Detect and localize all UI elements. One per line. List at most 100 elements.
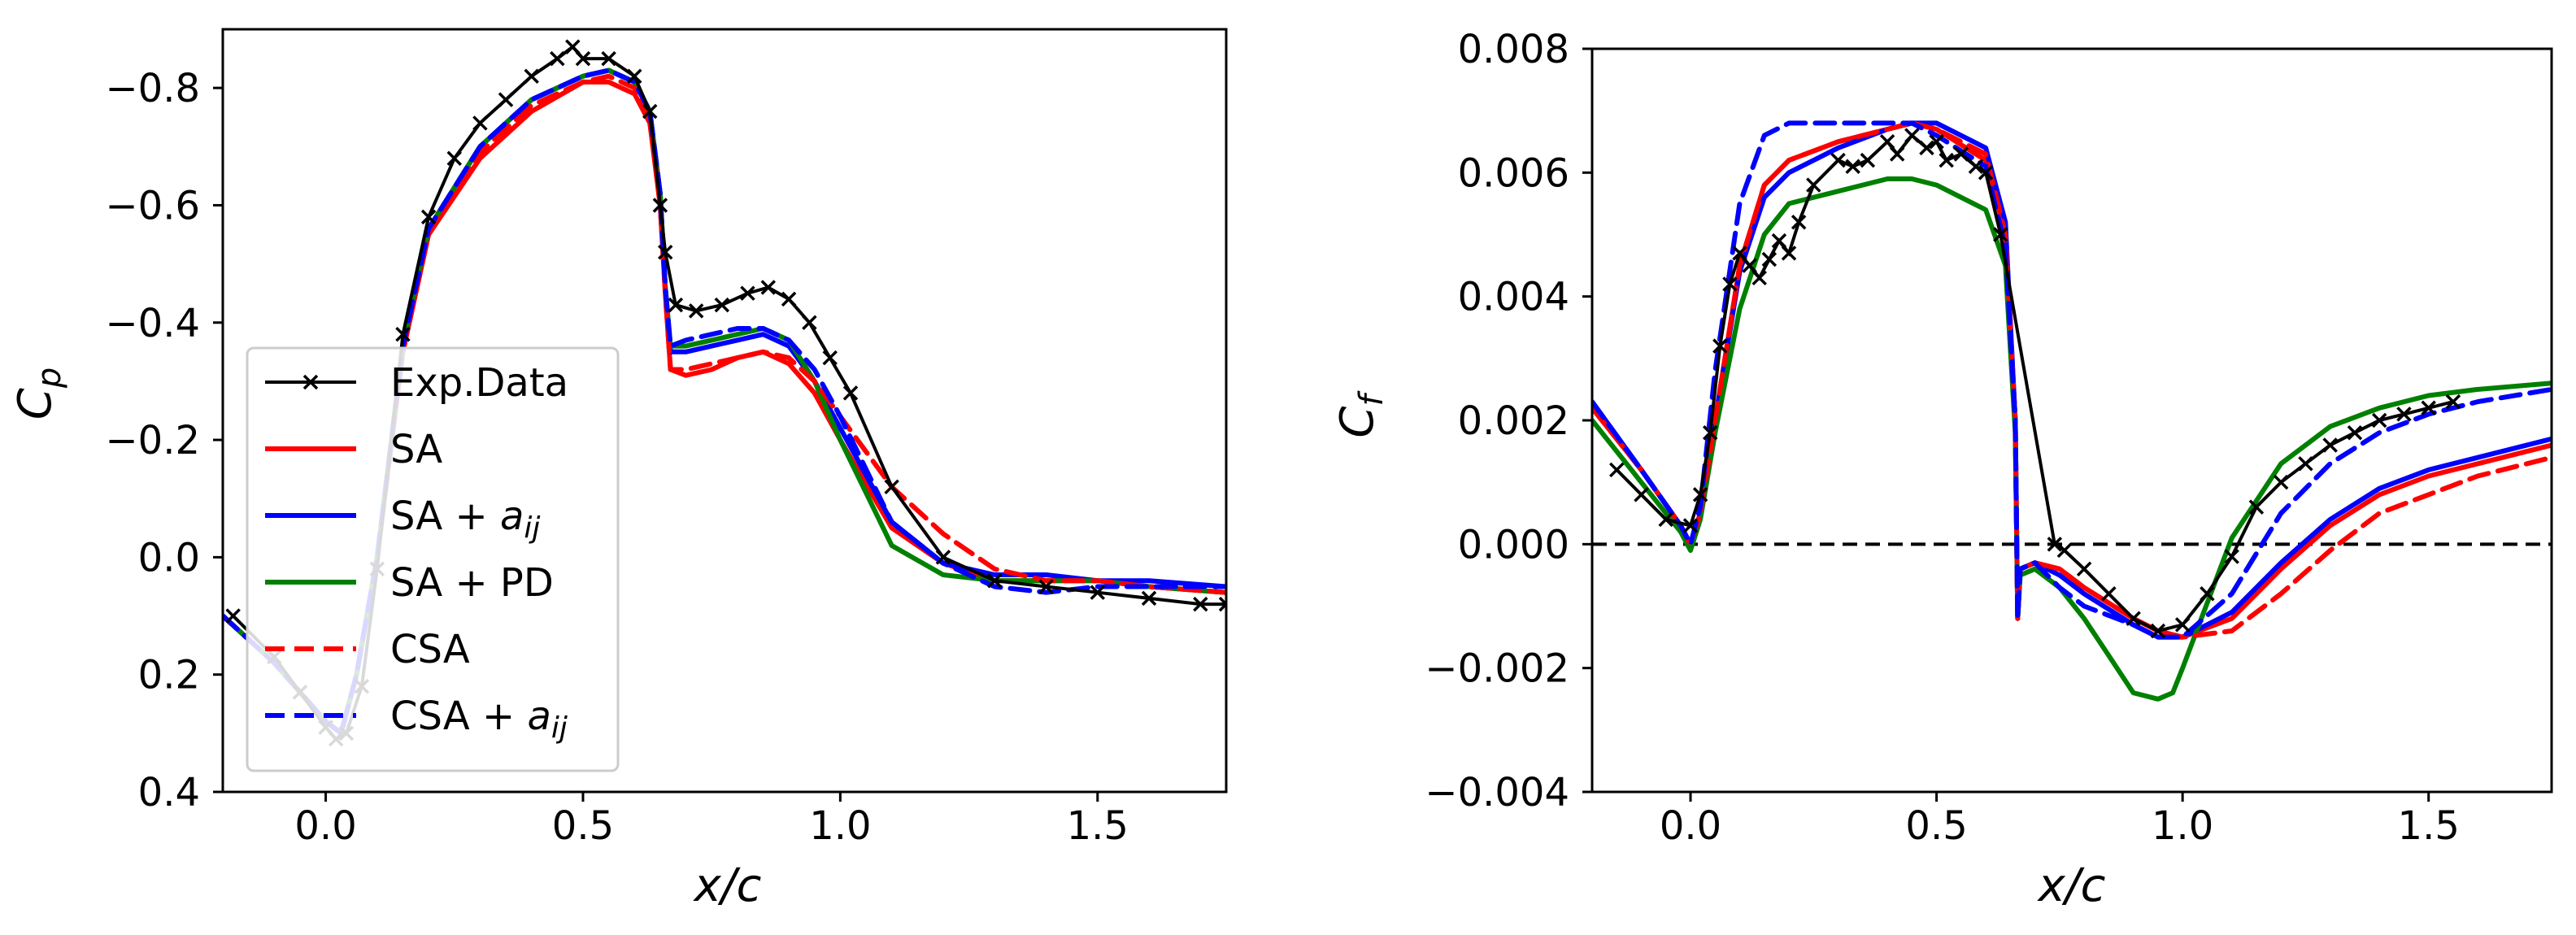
cf-series-exp-data-point — [1658, 511, 1674, 528]
cf-series-exp-data-point — [1993, 227, 2008, 242]
cf-series-exp-data-point — [1742, 258, 1757, 273]
cp-series-exp-data-point — [657, 244, 673, 260]
cp-series-exp-data-point — [781, 291, 797, 307]
legend-label: SA — [390, 427, 442, 472]
cp-series-exp-data-point — [627, 68, 642, 84]
cp-series-exp-data-point — [565, 39, 581, 54]
legend-label: Exp.Data — [390, 360, 568, 406]
cp-series-exp-data-point — [986, 573, 1003, 589]
legend-label-subscript: ij — [524, 511, 540, 545]
cf-y-tick-label: 0.004 — [1458, 275, 1569, 320]
cf-y-tick-label: 0.008 — [1458, 27, 1569, 72]
cp-series-exp-data-point — [575, 50, 591, 67]
cf-series-exp-data-point — [2174, 617, 2191, 633]
cp-series-exp-data-point — [642, 103, 658, 120]
cf-series-exp-data-point — [1791, 215, 1807, 230]
cp-series-exp-data-point — [1038, 579, 1054, 594]
legend-label-symbol: a — [500, 494, 524, 539]
cf-series-exp-data-point — [2248, 499, 2265, 515]
cf-series-exp-data-point — [1978, 165, 1994, 180]
cp-series-exp-data-point — [1193, 596, 1208, 612]
cf-series-exp-data-point — [2150, 623, 2166, 639]
cp-y-tick-label: −0.8 — [105, 66, 200, 111]
cp-series-exp-data-point — [822, 350, 838, 366]
cf-series-exp-data-point — [1939, 152, 1954, 168]
cf-series-exp-data-point — [1732, 246, 1747, 261]
cf-series-exp-data-point — [1781, 246, 1797, 261]
cf-x-axis-label: x/c — [2037, 859, 2106, 912]
cf-series-exp-data-line — [1615, 133, 2454, 633]
cf-series-exp-data-point — [1919, 140, 1934, 156]
cf-plot-area — [1592, 120, 2552, 702]
cf-series-exp-data-point — [1904, 128, 1920, 143]
cf-series-sa — [1592, 120, 2552, 640]
cp-series-exp-data-point — [760, 280, 777, 295]
cf-series-exp-data-point — [1609, 462, 1625, 478]
cp-series-exp-data-point — [420, 209, 437, 225]
cp-series-exp-data-point — [884, 479, 899, 495]
cf-series-exp-data-point — [1751, 270, 1767, 286]
legend-label: CSA — [390, 627, 470, 672]
cf-series-exp-data-point — [2200, 586, 2215, 602]
legend-label: SA + PD — [390, 560, 554, 606]
cf-series-exp-data-point — [1771, 233, 1787, 249]
cf-series-exp-data-point — [2273, 474, 2289, 490]
cf-x-tick-label: 0.5 — [1905, 803, 1967, 849]
cp-series-exp-data-point — [1141, 590, 1157, 607]
cf-series-exp-data — [1609, 128, 2461, 639]
cp-series-exp-data-point — [652, 198, 668, 213]
cf-series-exp-data-point — [2076, 561, 2092, 577]
cp-x-axis-label: x/c — [693, 859, 762, 912]
cp-series-exp-data-point — [842, 385, 859, 401]
cp-y-axis-label: Cp — [9, 367, 68, 420]
cp-series-csa-aij — [223, 67, 1226, 736]
cf-series-exp-data-point — [2056, 542, 2073, 559]
cp-x-tick-label: 1.5 — [1067, 803, 1129, 849]
cf-series-exp-data-point — [1929, 134, 1944, 150]
cp-y-tick-label: −0.6 — [105, 183, 200, 228]
legend-item: SA + PD — [265, 560, 554, 606]
cp-series-exp-data-point — [935, 550, 951, 565]
legend-item: CSA + aij — [265, 694, 568, 745]
cp-series-exp-data-point — [714, 297, 730, 313]
cf-series-exp-data-point — [2047, 537, 2063, 552]
cp-series-exp-data-point — [550, 50, 565, 67]
cf-x-tick-label: 0.0 — [1660, 803, 1721, 849]
legend-label: CSA + aij — [390, 694, 568, 745]
legend-item: Exp.Data — [265, 360, 568, 406]
cp-y-tick-label: −0.4 — [105, 301, 200, 346]
cp-series-exp-data-point — [688, 303, 704, 319]
legend-label-base: CSA + — [390, 694, 527, 739]
cp-x-tick-label: 0.0 — [294, 803, 356, 849]
legend-label-subscript: ij — [551, 711, 568, 745]
cf-series-exp-data-point — [1860, 152, 1876, 168]
cp-axes-frame — [221, 28, 1228, 794]
cf-series-exp-data-point — [1722, 276, 1738, 292]
cp-series-exp-data-point — [802, 315, 817, 331]
cp-series-exp-data-point — [225, 608, 241, 624]
cf-series-exp-data-point — [1761, 251, 1778, 267]
cf-series-exp-data-point — [1879, 134, 1895, 150]
legend-label: SA + aij — [390, 494, 540, 545]
cp-series-exp-data-point — [740, 285, 755, 301]
cf-series-exp-data-point — [1830, 152, 1846, 168]
cf-y-tick-label: 0.002 — [1458, 398, 1569, 444]
cp-y-tick-label: 0.0 — [138, 535, 200, 581]
legend-swatch-marker — [302, 374, 319, 390]
cp-series-exp-data-point — [472, 115, 488, 131]
cp-y-tick-label: 0.2 — [138, 653, 200, 698]
cf-series-exp-data-point — [1968, 159, 1984, 174]
cf-series-sa-aij — [1592, 120, 2552, 640]
cf-series-exp-data-point — [1845, 159, 1860, 174]
cf-series-csa — [1592, 120, 2552, 640]
cf-y-tick-label: 0.000 — [1458, 522, 1569, 568]
cp-series-exp-data-point — [395, 326, 411, 342]
cf-chart-panel: Cf x/c 0.0 0.5 1.0 1.5 −0.004 −0.002 0.000 0.00… — [1331, 27, 2553, 912]
cf-series-exp-data-point — [1692, 487, 1708, 502]
cp-x-tick-label: 1.0 — [809, 803, 871, 849]
cf-series-exp-data-point — [2347, 424, 2363, 441]
cf-series-exp-data-point — [2101, 586, 2117, 602]
